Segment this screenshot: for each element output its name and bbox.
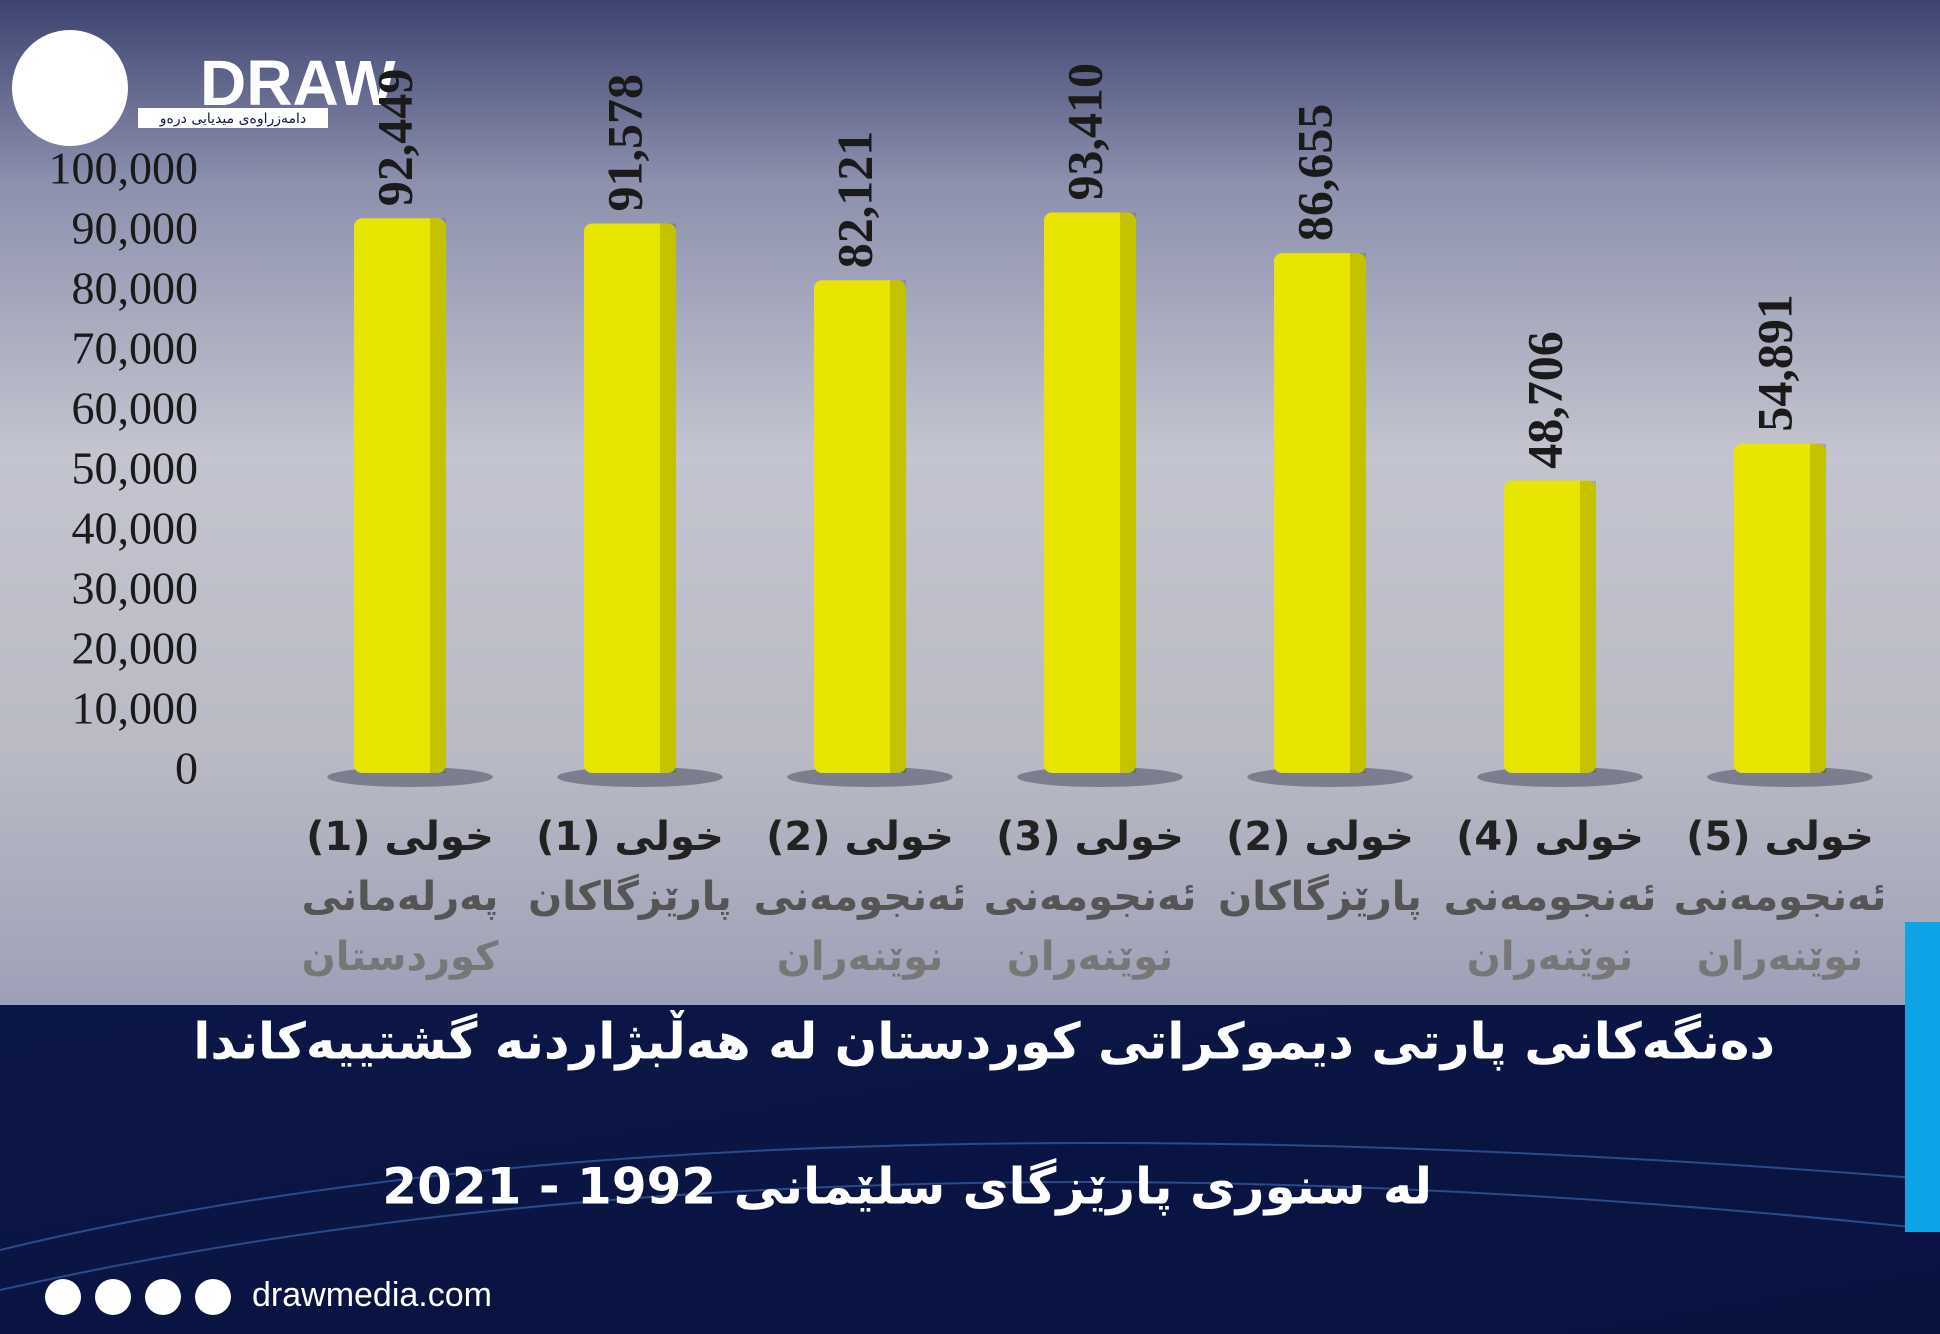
value-label: 48,706 <box>1516 331 1572 469</box>
twitter-icon[interactable] <box>145 1279 181 1315</box>
bar-side <box>1120 212 1136 774</box>
value-label: 92,449 <box>366 69 422 207</box>
value-label: 86,655 <box>1286 104 1342 242</box>
x-tick-label: نوێنەران <box>1007 934 1174 980</box>
x-tick-label: پەرلەمانی <box>302 874 499 920</box>
x-tick-label: ئەنجومەنی <box>1674 874 1887 920</box>
accent-bar <box>1905 922 1940 1232</box>
x-tick-label: ئەنجومەنی <box>754 874 967 920</box>
x-tick-label: خولی (2) <box>1226 814 1414 860</box>
y-tick-label: 90,000 <box>72 203 199 254</box>
x-tick-label: پارێزگاکان <box>528 873 732 920</box>
y-tick-label: 60,000 <box>72 383 199 434</box>
x-tick-label: خولی (4) <box>1456 814 1644 860</box>
bar <box>354 218 446 773</box>
footer-band <box>0 1005 1940 1334</box>
y-tick-label: 30,000 <box>72 563 199 614</box>
y-tick-label: 50,000 <box>72 443 199 494</box>
x-tick-label: کوردستان <box>302 934 499 980</box>
bar-side <box>890 280 906 773</box>
bar <box>1734 443 1826 773</box>
x-tick-label: خولی (1) <box>306 814 494 860</box>
x-tick-label: خولی (2) <box>766 814 954 860</box>
value-label: 82,121 <box>826 131 882 269</box>
bar <box>1504 480 1596 773</box>
y-tick-label: 100,000 <box>49 143 199 194</box>
y-tick-label: 80,000 <box>72 263 199 314</box>
decor-wave <box>0 1181 1940 1291</box>
x-tick-label: خولی (5) <box>1686 814 1874 860</box>
bar <box>1044 212 1136 774</box>
value-label: 93,410 <box>1056 63 1112 201</box>
y-tick-label: 70,000 <box>72 323 199 374</box>
logo-circle <box>12 30 128 146</box>
x-tick-label: نوێنەران <box>1697 934 1864 980</box>
y-tick-label: 10,000 <box>72 683 199 734</box>
tagline-box <box>138 108 328 128</box>
bar-side <box>660 223 676 774</box>
y-tick-label: 0 <box>175 743 198 794</box>
bar <box>584 223 676 774</box>
bar <box>1274 253 1366 773</box>
bar-side <box>430 218 446 773</box>
tiktok-icon[interactable] <box>195 1279 231 1315</box>
website[interactable]: drawmedia.com <box>252 1276 492 1314</box>
x-tick-label: خولی (1) <box>536 814 724 860</box>
value-label: 54,891 <box>1746 294 1802 432</box>
chart-background <box>0 0 1940 1005</box>
bar <box>814 280 906 773</box>
logo: DRAW <box>200 47 396 119</box>
x-tick-label: ئەنجومەنی <box>984 874 1197 920</box>
tagline: دامەزراوەی میدیایی درەو <box>159 111 306 127</box>
y-tick-label: 40,000 <box>72 503 199 554</box>
bar-side <box>1350 253 1366 773</box>
x-tick-label: خولی (3) <box>996 814 1184 860</box>
chart-title: دەنگەکانی پارتی دیموکراتی کوردستان لە هە… <box>193 1010 1775 1072</box>
x-tick-label: پارێزگاکان <box>1218 873 1422 920</box>
x-tick-label: نوێنەران <box>1467 934 1634 980</box>
instagram-icon[interactable] <box>95 1279 131 1315</box>
bar-side <box>1580 480 1596 773</box>
y-tick-label: 20,000 <box>72 623 199 674</box>
bar-side <box>1810 443 1826 773</box>
chart-subtitle: لە سنوری پارێزگای سلێمانی 1992 - 2021 <box>382 1158 1432 1217</box>
x-tick-label: نوێنەران <box>777 934 944 980</box>
value-label: 91,578 <box>596 74 652 212</box>
facebook-icon[interactable] <box>45 1279 81 1315</box>
decor-wave <box>0 1141 1940 1251</box>
social-icons <box>45 1279 231 1315</box>
x-tick-label: ئەنجومەنی <box>1444 874 1657 920</box>
